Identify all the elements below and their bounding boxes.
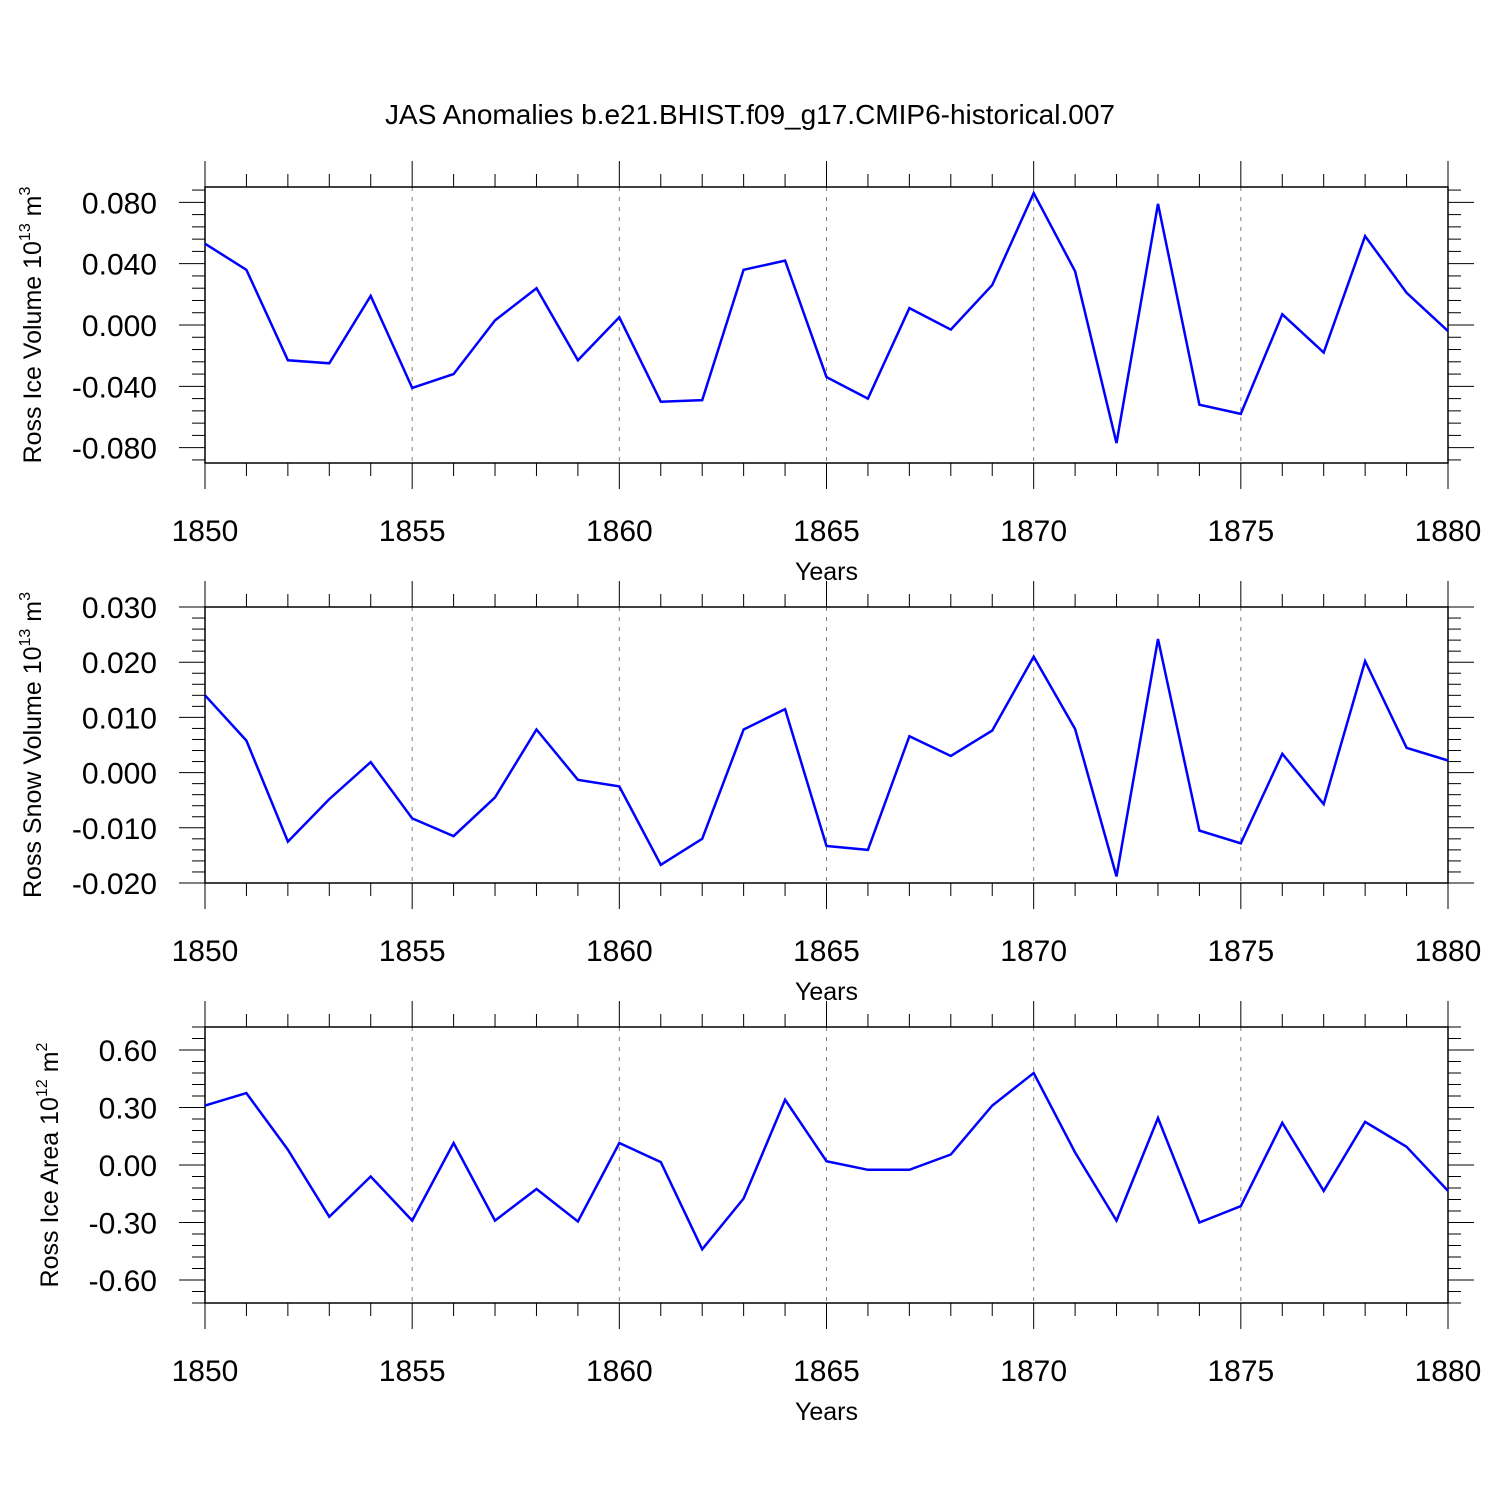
panel-3: 0.60 0.30 0.00 -0.30 -0.60 1850 1855 1860 1865 18… [34,1001,1481,1426]
y-tick-label: 0.30 [99,1093,157,1126]
y-axis-label-exponent: 12 [34,1079,51,1097]
x-tick-label: 1870 [1000,935,1067,968]
panels: 0.080 0.040 0.000 -0.040 -0.080 1850 1855 1860 1… [17,161,1481,1426]
y-tick-label: 0.000 [82,758,157,791]
y-tick-label: 0.030 [82,592,157,625]
y-tick-label: -0.60 [89,1265,157,1298]
y-axis-label-unit: m [36,1051,64,1079]
y-axis-label: Ross Ice Volume 1013 m3 [17,186,47,463]
y-tick-label: -0.30 [89,1208,157,1241]
x-tick-label: 1855 [379,515,446,548]
x-tick-label: 1850 [172,1355,239,1388]
y-tick-label: -0.080 [72,433,157,466]
y-axis-label-unit-exponent: 2 [34,1042,51,1051]
x-tick-label: 1850 [172,515,239,548]
series-line [204,1071,1449,1252]
y-tick-label: -0.020 [72,868,157,901]
series-line [204,638,1449,877]
y-tick-label: 0.000 [82,310,157,343]
y-axis-label-text: Ross Snow Volume 10 [19,646,47,898]
panel-1: 0.080 0.040 0.000 -0.040 -0.080 1850 1855 1860 1… [17,161,1481,586]
x-tick-label: 1855 [379,935,446,968]
y-axis-label-unit-exponent: 3 [17,592,34,601]
y-axis-label-text: Ross Ice Area 10 [36,1097,64,1287]
x-tick-label: 1865 [793,935,860,968]
y-axis-label-unit: m [19,195,47,223]
series-line [204,190,1449,444]
y-tick-label: 0.60 [99,1035,157,1068]
y-axis-label-text: Ross Ice Volume 10 [19,241,47,463]
y-tick-label: 0.040 [82,249,157,282]
x-tick-label: 1855 [379,1355,446,1388]
x-tick-label: 1850 [172,935,239,968]
y-axis-label-unit: m [19,601,47,629]
y-tick-label: -0.010 [72,813,157,846]
x-tick-label: 1875 [1207,935,1274,968]
x-tick-label: 1865 [793,515,860,548]
y-tick-label: 0.020 [82,647,157,680]
y-tick-label: 0.010 [82,702,157,735]
x-tick-label: 1860 [586,1355,653,1388]
x-axis-label: Years [795,1398,858,1426]
x-tick-label: 1870 [1000,1355,1067,1388]
y-tick-label: 0.00 [99,1150,157,1183]
y-axis-label-unit-exponent: 3 [17,186,34,195]
x-tick-label: 1860 [586,515,653,548]
y-tick-label: 0.080 [82,187,157,220]
chart-title: JAS Anomalies b.e21.BHIST.f09_g17.CMIP6-… [385,99,1115,130]
x-tick-label: 1880 [1415,935,1482,968]
panel-2: 0.030 0.020 0.010 0.000 -0.010 -0.020 1850 1855… [17,581,1481,1006]
x-tick-label: 1870 [1000,515,1067,548]
y-axis-label-exponent: 13 [17,629,34,647]
y-axis-label: Ross Ice Area 1012 m2 [34,1042,64,1287]
y-axis-label-exponent: 13 [17,223,34,241]
x-tick-label: 1865 [793,1355,860,1388]
x-tick-label: 1875 [1207,1355,1274,1388]
x-tick-label: 1875 [1207,515,1274,548]
x-tick-label: 1880 [1415,1355,1482,1388]
y-axis-label: Ross Snow Volume 1013 m3 [17,592,47,898]
x-tick-label: 1860 [586,935,653,968]
y-tick-label: -0.040 [72,371,157,404]
x-tick-label: 1880 [1415,515,1482,548]
